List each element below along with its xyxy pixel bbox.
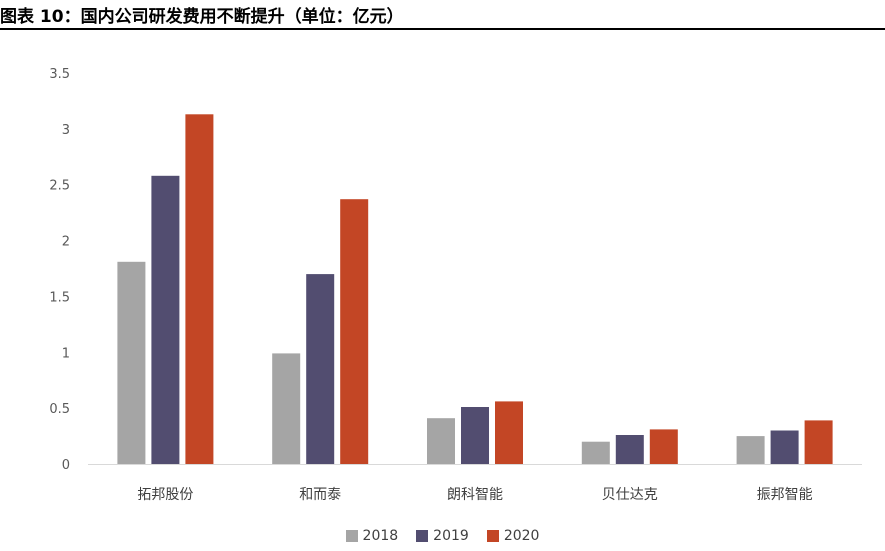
bar-2020-1 bbox=[185, 114, 214, 465]
y-tick-label: 2.5 bbox=[49, 179, 70, 194]
bar-2020-3 bbox=[495, 401, 523, 464]
bar-series-group bbox=[117, 114, 833, 465]
bar-2019-2 bbox=[306, 274, 335, 464]
title-rule bbox=[0, 28, 885, 30]
legend-swatch bbox=[345, 530, 358, 542]
bar-2018-2 bbox=[272, 353, 301, 464]
y-tick-label: 1 bbox=[62, 346, 70, 361]
y-tick-label: 3 bbox=[62, 123, 70, 138]
y-tick-label: 2 bbox=[62, 235, 70, 250]
bar-2018-5 bbox=[736, 436, 765, 464]
bar-2020-4 bbox=[649, 429, 678, 464]
legend-item-2019: 2019 bbox=[416, 528, 469, 544]
legend-label: 2020 bbox=[503, 528, 540, 544]
bar-2018-1 bbox=[117, 261, 146, 464]
category-label: 贝仕达克 bbox=[602, 487, 658, 503]
y-tick-label: 0.5 bbox=[49, 402, 70, 417]
bar-2019-1 bbox=[151, 175, 180, 465]
y-tick-label: 0 bbox=[62, 458, 70, 473]
category-label: 朗科智能 bbox=[447, 487, 503, 503]
bar-2020-2 bbox=[340, 199, 369, 464]
legend-label: 2019 bbox=[433, 528, 469, 544]
category-label: 振邦智能 bbox=[757, 487, 813, 503]
category-label: 和而泰 bbox=[299, 487, 341, 503]
bar-2018-4 bbox=[581, 441, 610, 464]
bar-2019-4 bbox=[615, 435, 644, 464]
legend-swatch bbox=[486, 530, 499, 542]
bar-2020-5 bbox=[804, 420, 833, 464]
y-tick-label: 3.5 bbox=[49, 67, 70, 82]
legend-item-2020: 2020 bbox=[486, 528, 540, 544]
legend-item-2018: 2018 bbox=[345, 528, 399, 544]
legend: 2018 2019 2020 bbox=[0, 528, 885, 544]
y-axis: 0 0.5 1 1.5 2 2.5 3 3.5 bbox=[49, 67, 70, 473]
legend-swatch bbox=[416, 530, 429, 542]
chart-title: 图表 10：国内公司研发费用不断提升（单位：亿元） bbox=[0, 7, 404, 27]
bar-chart: 0 0.5 1 1.5 2 2.5 3 3.5 拓邦股份 和而泰 朗科智能 贝仕达克 振邦智能 bbox=[49, 67, 862, 503]
bar-2019-3 bbox=[461, 407, 489, 464]
legend-label: 2018 bbox=[362, 528, 399, 544]
y-tick-label: 1.5 bbox=[49, 290, 70, 305]
bar-2018-3 bbox=[427, 418, 455, 464]
category-labels: 拓邦股份 和而泰 朗科智能 贝仕达克 振邦智能 bbox=[137, 487, 812, 503]
category-label: 拓邦股份 bbox=[137, 487, 193, 503]
bar-2019-5 bbox=[770, 430, 799, 464]
